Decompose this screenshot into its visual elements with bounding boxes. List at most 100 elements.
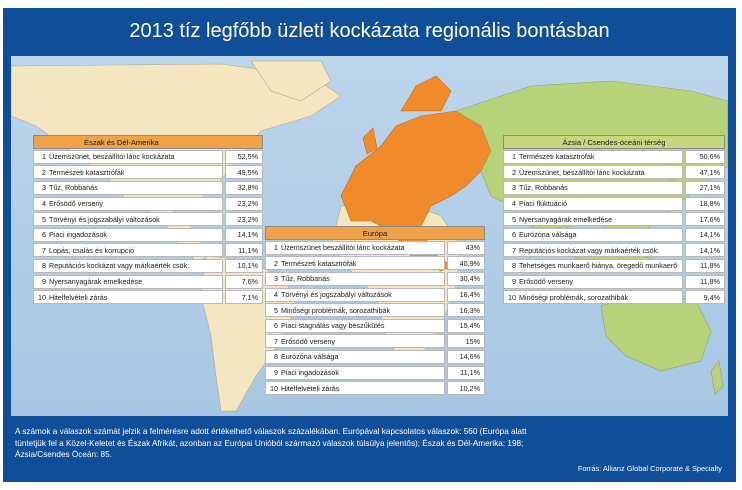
risk-label-cell: 2 Természeti katasztrófák	[265, 256, 445, 271]
risk-rank: 1	[42, 152, 46, 162]
table-row: 7 Erősödő verseny 15%	[265, 334, 485, 350]
risk-rank: 7	[42, 245, 46, 255]
risk-rank: 2	[512, 167, 516, 177]
risk-label: Tehetséges munkaerő hiánya, öregedő munk…	[519, 261, 678, 271]
risk-value: 43%	[447, 240, 485, 255]
risk-value: 32,8%	[225, 180, 263, 195]
risk-label: Erősödő verseny	[281, 336, 335, 346]
risk-label-cell: 9 Nyersanyagárak emelkedése	[33, 274, 223, 289]
risk-rank: 3	[42, 183, 46, 193]
risk-label: Erősödő verseny	[519, 277, 573, 287]
risk-value: 40,9%	[447, 256, 485, 271]
risk-value: 16,3%	[447, 303, 485, 318]
risk-label-cell: 10 Hitelfelvételi zárás	[265, 381, 445, 396]
risk-label: Minőségi problémák, sorozathibák	[519, 292, 629, 302]
risk-rank: 6	[274, 321, 278, 331]
risk-label-cell: 3 Tűz, Robbanás	[265, 271, 445, 286]
table-row: 9 Erősödő verseny 11,8%	[503, 274, 725, 290]
table-row: 2 Természeti katasztrófák 40,9%	[265, 256, 485, 272]
risk-label-cell: 6 Piaci ingadozások	[33, 227, 223, 242]
risk-value: 14,1%	[685, 243, 725, 258]
table-row: 7 Reputációs kockázat vagy márkaérték csö…	[503, 243, 725, 259]
source-credit: Forrás: Allianz Global Corporate & Speci…	[577, 464, 722, 473]
risk-label: Tűz, Robbanás	[49, 183, 98, 193]
risk-value: 27,1%	[685, 180, 725, 195]
risk-rank: 5	[274, 305, 278, 315]
table-row: 2 Üzemszünet, beszállítói lánc kockázata 4…	[503, 165, 725, 181]
risk-label: Hitelfelvételi zárás	[49, 292, 108, 302]
greenland-landmass	[250, 60, 332, 102]
risk-label: Természeti katasztrófák	[281, 258, 357, 268]
risk-label-cell: 3 Tűz, Robbanás	[503, 180, 683, 195]
risk-label-cell: 4 Törvényi és jogszabályi változások	[265, 287, 445, 302]
table-row: 4 Törvényi és jogszabályi változások 16,4%	[265, 287, 485, 303]
table-row: 4 Piaci fluktuáció 18,8%	[503, 196, 725, 212]
risk-label-cell: 8 Eurózóna válsága	[265, 349, 445, 364]
risk-label: Piaci ingadozások	[281, 368, 339, 378]
risk-value: 11,8%	[685, 274, 725, 289]
risk-value: 50,6%	[685, 149, 725, 164]
risk-value: 10,1%	[225, 258, 263, 273]
risk-rank: 4	[42, 199, 46, 209]
risk-label-cell: 2 Üzemszünet, beszállítói lánc kockázata	[503, 165, 683, 180]
risk-rank: 4	[274, 290, 278, 300]
europe-table-rows: 1 Üzemszünet beszállítói lánc kockázata 43…	[265, 240, 485, 396]
risk-label-cell: 9 Erősödő verseny	[503, 274, 683, 289]
risk-value: 52,5%	[225, 149, 263, 164]
risk-label-cell: 5 Minőségi problémák, sorozathibák	[265, 303, 445, 318]
risk-rank: 1	[512, 152, 516, 162]
table-row: 5 Minőségi problémák, sorozathibák 16,3%	[265, 302, 485, 318]
risk-label-cell: 5 Törvényi és jogszabályi változások	[33, 212, 223, 227]
world-map: Észak és Dél-Amerika 1 Üzemszünet, beszál…	[11, 56, 728, 416]
risk-label: Reputációs kockázat vagy márkaérték csök…	[49, 261, 190, 271]
risk-label: Törvényi és jogszabályi változások	[281, 290, 392, 300]
risk-value: 15%	[447, 334, 485, 349]
chart-title: 2013 tíz legfőbb üzleti kockázata region…	[129, 20, 610, 42]
table-row: 6 Eurózóna válsága 14,1%	[503, 227, 725, 243]
table-row: 1 Üzemszünet beszállítói lánc kockázata 43…	[265, 240, 485, 256]
risk-value: 23,2%	[225, 212, 263, 227]
risk-rank: 6	[512, 230, 516, 240]
risk-rank: 10	[508, 292, 516, 302]
risk-rank: 2	[274, 258, 278, 268]
risk-rank: 8	[42, 261, 46, 271]
risk-value: 15,4%	[447, 318, 485, 333]
infographic-frame: 2013 tíz legfőbb üzleti kockázata region…	[3, 8, 736, 482]
americas-table-header: Észak és Dél-Amerika	[33, 135, 263, 149]
asia-table: Ázsia / Csendes-óceáni térség 1 Természet…	[503, 135, 725, 305]
risk-label: Minőségi problémák, sorozathibák	[281, 305, 391, 315]
table-row: 9 Nyersanyagárak emelkedése 7,6%	[33, 274, 263, 290]
risk-label: Lopás, csalás és korrupció	[49, 245, 135, 255]
risk-value: 30,4%	[447, 271, 485, 286]
risk-label: Piaci ingadozások	[49, 230, 107, 240]
risk-value: 7,1%	[225, 290, 263, 305]
risk-label-cell: 10 Minőségi problémák, sorozathibák	[503, 290, 683, 305]
risk-label-cell: 7 Reputációs kockázat vagy márkaérték csö…	[503, 243, 683, 258]
table-row: 1 Üzemszünet, beszállítói lánc kockázata 5…	[33, 149, 263, 165]
risk-value: 9,4%	[685, 290, 725, 305]
risk-value: 23,2%	[225, 196, 263, 211]
risk-label: Természeti katasztrófák	[519, 152, 595, 162]
risk-label-cell: 2 Természeti katasztrófák	[33, 165, 223, 180]
asia-table-header: Ázsia / Csendes-óceáni térség	[503, 135, 725, 149]
risk-label: Piaci stagnálás vagy beszűkülés	[281, 321, 385, 331]
risk-label: Eurózóna válsága	[281, 352, 339, 362]
table-row: 3 Tűz, Robbanás 30,4%	[265, 271, 485, 287]
risk-label-cell: 4 Erősödő verseny	[33, 196, 223, 211]
footnote: A számok a válaszok számát jelzik a felm…	[15, 427, 527, 460]
risk-value: 18,8%	[685, 196, 725, 211]
risk-label-cell: 1 Természeti katasztrófák	[503, 149, 683, 164]
risk-label-cell: 7 Erősödő verseny	[265, 334, 445, 349]
table-row: 3 Tűz, Robbanás 27,1%	[503, 180, 725, 196]
risk-label-cell: 8 Reputációs kockázat vagy márkaérték csö…	[33, 258, 223, 273]
risk-rank: 9	[512, 277, 516, 287]
table-row: 8 Eurózóna válsága 14,6%	[265, 349, 485, 365]
risk-rank: 1	[274, 243, 278, 253]
risk-label: Törvényi és jogszabályi változások	[49, 214, 160, 224]
americas-table-rows: 1 Üzemszünet, beszállítói lánc kockázata 5…	[33, 149, 263, 305]
risk-value: 10,2%	[447, 381, 485, 396]
risk-label: Hitelfelvételi zárás	[281, 383, 340, 393]
risk-value: 14,1%	[685, 227, 725, 242]
risk-label-cell: 6 Eurózóna válsága	[503, 227, 683, 242]
risk-label-cell: 8 Tehetséges munkaerő hiánya, öregedő mun…	[503, 258, 683, 273]
